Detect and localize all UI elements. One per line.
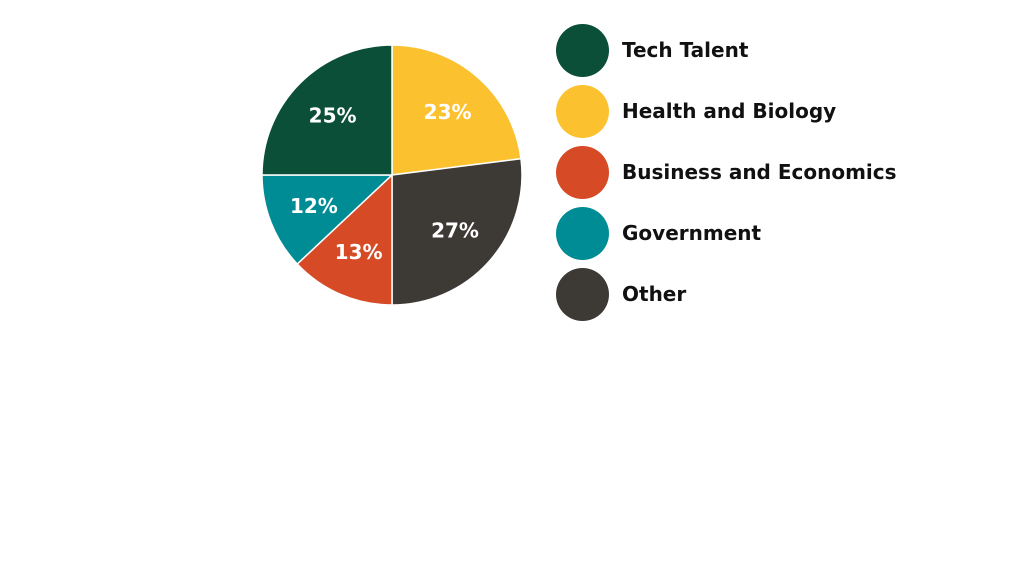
pie-slice-label-other: 27% xyxy=(431,219,479,243)
legend-swatch-business-and-economics xyxy=(556,145,609,199)
pie-slice-other xyxy=(391,157,523,306)
pie-slice-label-health-and-biology: 23% xyxy=(424,100,472,124)
legend-item-government: Government xyxy=(556,206,897,260)
pie-slice-tech-talent xyxy=(261,44,393,176)
legend-label-government: Government xyxy=(622,221,762,245)
pie-slice-label-government: 12% xyxy=(290,194,338,218)
pie-slice-labels: 23% 27% 13% 12% 25% xyxy=(290,100,479,264)
pie-slices xyxy=(261,44,523,306)
legend-swatch-other xyxy=(556,267,609,321)
legend-swatch-tech-talent xyxy=(556,23,609,77)
pie-slice-label-business-and-economics: 13% xyxy=(335,240,383,264)
pie-slice-business-and-economics xyxy=(296,173,393,306)
pie-slice-label-tech-talent: 25% xyxy=(309,104,357,128)
pie-slice-health-and-biology xyxy=(391,44,522,176)
legend-item-health-and-biology: Health and Biology xyxy=(556,84,897,138)
legend-swatch-health-and-biology xyxy=(556,84,609,138)
legend-label-other: Other xyxy=(622,282,687,306)
legend-item-business-and-economics: Business and Economics xyxy=(556,145,897,199)
legend-swatch-government xyxy=(556,206,609,260)
legend-label-tech-talent: Tech Talent xyxy=(622,38,749,62)
legend-label-health-and-biology: Health and Biology xyxy=(622,99,837,123)
legend: Tech Talent Health and Biology Business … xyxy=(556,23,897,328)
pie-slice-government xyxy=(261,174,394,266)
legend-item-tech-talent: Tech Talent xyxy=(556,23,897,77)
legend-label-business-and-economics: Business and Economics xyxy=(622,160,897,184)
legend-item-other: Other xyxy=(556,267,897,321)
